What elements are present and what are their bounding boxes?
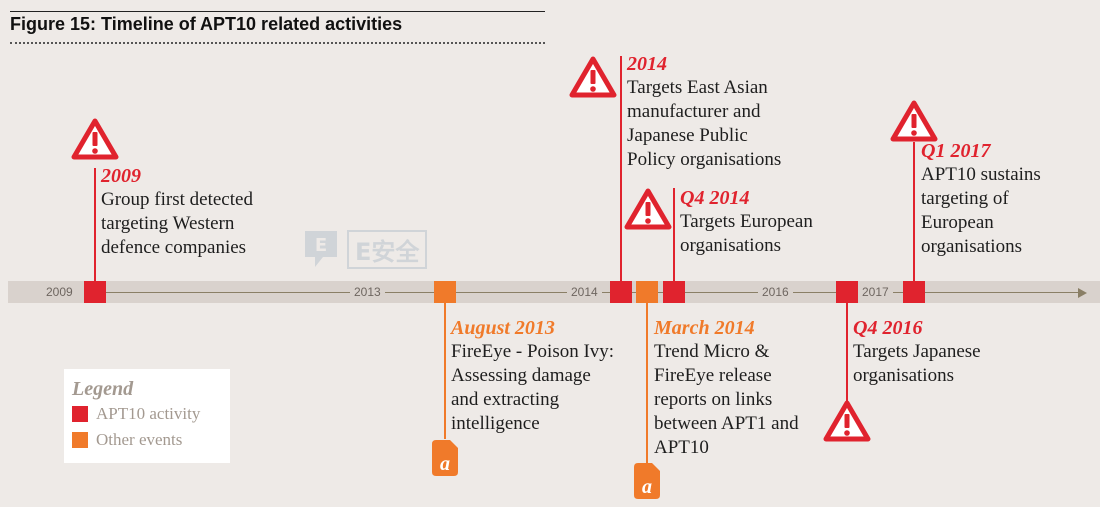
event-date: August 2013 bbox=[451, 317, 555, 339]
warning-icon bbox=[624, 188, 672, 230]
event-description: Targets European organisations bbox=[680, 211, 813, 256]
event-label-2009: 2009 Group first detected targeting West… bbox=[101, 164, 253, 260]
event-marker-2009[interactable] bbox=[84, 281, 106, 303]
legend-label: Other events bbox=[96, 430, 183, 449]
event-label-march-2014: March 2014 Trend Micro & FireEye release… bbox=[654, 316, 799, 460]
event-stem bbox=[620, 56, 622, 282]
event-stem bbox=[444, 303, 446, 439]
event-marker-q4-2016[interactable] bbox=[836, 281, 858, 303]
event-marker-august-2013[interactable] bbox=[434, 281, 456, 303]
header-rule bbox=[10, 11, 545, 12]
svg-text:a: a bbox=[440, 453, 450, 475]
year-label-2017: 2017 bbox=[858, 285, 893, 299]
event-stem bbox=[94, 168, 96, 282]
event-stem bbox=[673, 188, 675, 282]
event-label-august-2013: August 2013 FireEye - Poison Ivy: Assess… bbox=[451, 316, 614, 436]
event-date: Q4 2016 bbox=[853, 317, 923, 339]
event-label-q4-2014: Q4 2014 Targets European organisations bbox=[680, 186, 813, 258]
event-description: FireEye - Poison Ivy: Assessing damage a… bbox=[451, 341, 615, 434]
legend: Legend APT10 activity Other events bbox=[64, 369, 230, 463]
year-label-2016: 2016 bbox=[758, 285, 793, 299]
timeline-arrow-icon bbox=[1078, 288, 1087, 298]
year-label-2014: 2014 bbox=[567, 285, 602, 299]
event-label-2014: 2014 Targets East Asian manufacturer and… bbox=[627, 52, 781, 172]
event-description: Targets Japanese organisations bbox=[853, 341, 981, 386]
event-date: 2009 bbox=[101, 165, 141, 187]
event-date: 2014 bbox=[627, 53, 667, 75]
warning-icon bbox=[71, 118, 119, 160]
event-description: Trend Micro & FireEye release reports on… bbox=[654, 341, 799, 458]
event-description: Targets East Asian manufacturer and Japa… bbox=[627, 77, 782, 170]
warning-icon bbox=[823, 400, 871, 442]
document-icon: a bbox=[634, 463, 660, 499]
svg-text:a: a bbox=[642, 476, 652, 498]
event-stem bbox=[846, 303, 848, 438]
warning-icon bbox=[890, 100, 938, 142]
event-marker-2014[interactable] bbox=[610, 281, 632, 303]
legend-swatch-orange bbox=[72, 432, 88, 448]
event-marker-q1-2017[interactable] bbox=[903, 281, 925, 303]
watermark-logo-icon: E bbox=[305, 231, 337, 267]
legend-item-other: Other events bbox=[72, 427, 230, 453]
figure-title: Figure 15: Timeline of APT10 related act… bbox=[10, 14, 403, 34]
legend-item-apt10: APT10 activity bbox=[72, 401, 230, 427]
header-dotted-rule bbox=[10, 42, 545, 44]
event-date: Q4 2014 bbox=[680, 187, 750, 209]
event-date: March 2014 bbox=[654, 317, 755, 339]
watermark: E E安全 bbox=[303, 229, 428, 269]
legend-swatch-red bbox=[72, 406, 88, 422]
event-stem bbox=[646, 303, 648, 463]
event-marker-march-2014[interactable] bbox=[636, 281, 658, 303]
warning-icon bbox=[569, 56, 617, 98]
event-description: Group first detected targeting Western d… bbox=[101, 189, 253, 258]
event-description: APT10 sustains targeting of European org… bbox=[921, 164, 1041, 257]
event-marker-q4-2014[interactable] bbox=[663, 281, 685, 303]
legend-title: Legend bbox=[72, 378, 134, 400]
document-icon: a bbox=[432, 440, 458, 476]
legend-label: APT10 activity bbox=[96, 404, 201, 423]
event-date: Q1 2017 bbox=[921, 140, 991, 162]
svg-text:E: E bbox=[315, 235, 327, 256]
year-label-2009: 2009 bbox=[42, 285, 77, 299]
event-label-q1-2017: Q1 2017 APT10 sustains targeting of Euro… bbox=[921, 139, 1041, 259]
watermark-text: E安全 bbox=[347, 229, 428, 269]
event-label-q4-2016: Q4 2016 Targets Japanese organisations bbox=[853, 316, 981, 388]
event-stem bbox=[913, 142, 915, 282]
year-label-2013: 2013 bbox=[350, 285, 385, 299]
